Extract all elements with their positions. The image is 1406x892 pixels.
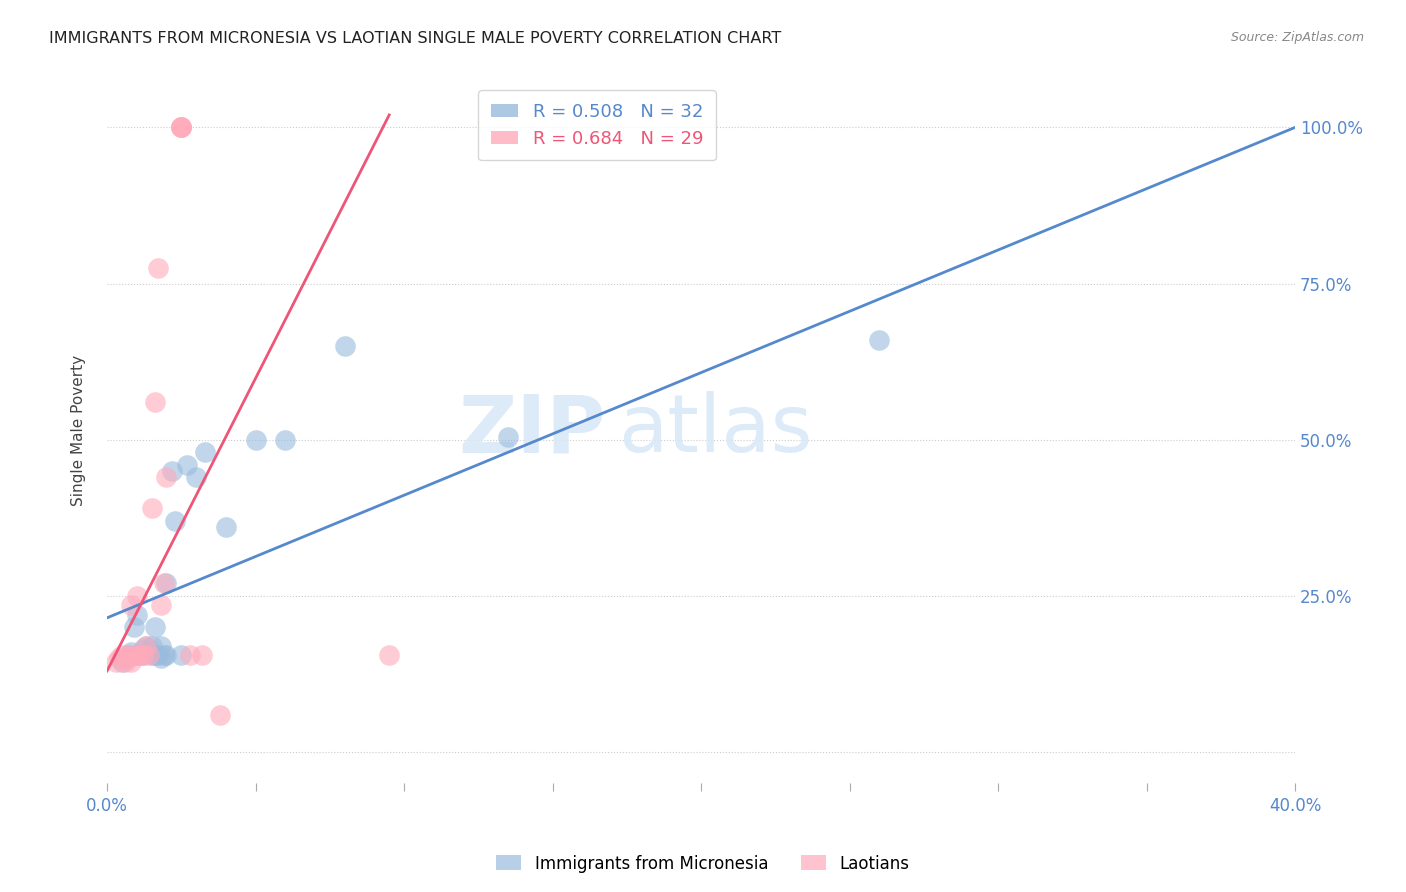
- Point: [132, 648, 155, 663]
- Point: [176, 458, 198, 472]
- Y-axis label: Single Male Poverty: Single Male Poverty: [72, 355, 86, 506]
- Point: [141, 648, 163, 663]
- Point: [170, 120, 193, 135]
- Point: [378, 648, 401, 663]
- Point: [111, 648, 134, 663]
- Point: [149, 639, 172, 653]
- Point: [143, 648, 166, 663]
- Point: [208, 707, 231, 722]
- Point: [143, 395, 166, 409]
- Point: [170, 120, 193, 135]
- Point: [179, 648, 201, 663]
- Point: [170, 120, 193, 135]
- Point: [191, 648, 214, 663]
- Point: [141, 639, 163, 653]
- Point: [162, 464, 184, 478]
- Point: [125, 648, 148, 663]
- Point: [496, 430, 519, 444]
- Point: [125, 589, 148, 603]
- Point: [333, 339, 356, 353]
- Point: [114, 655, 136, 669]
- Point: [155, 648, 177, 663]
- Point: [104, 655, 127, 669]
- Point: [138, 648, 160, 663]
- Point: [122, 620, 145, 634]
- Legend: Immigrants from Micronesia, Laotians: Immigrants from Micronesia, Laotians: [489, 848, 917, 880]
- Point: [194, 445, 217, 459]
- Point: [125, 607, 148, 622]
- Point: [215, 520, 238, 534]
- Point: [170, 120, 193, 135]
- Point: [152, 576, 174, 591]
- Point: [143, 620, 166, 634]
- Point: [135, 639, 157, 653]
- Point: [120, 655, 142, 669]
- Point: [122, 648, 145, 663]
- Point: [274, 433, 297, 447]
- Point: [146, 260, 169, 275]
- Point: [165, 514, 187, 528]
- Point: [152, 648, 174, 663]
- Point: [117, 648, 139, 663]
- Point: [117, 651, 139, 665]
- Point: [132, 642, 155, 657]
- Point: [125, 648, 148, 663]
- Point: [245, 433, 267, 447]
- Point: [111, 655, 134, 669]
- Point: [141, 501, 163, 516]
- Point: [132, 648, 155, 663]
- Point: [108, 651, 131, 665]
- Point: [170, 648, 193, 663]
- Text: Source: ZipAtlas.com: Source: ZipAtlas.com: [1230, 31, 1364, 45]
- Point: [186, 470, 208, 484]
- Point: [155, 576, 177, 591]
- Point: [146, 648, 169, 663]
- Point: [155, 470, 177, 484]
- Point: [868, 333, 890, 347]
- Text: atlas: atlas: [617, 392, 813, 469]
- Legend: R = 0.508   N = 32, R = 0.684   N = 29: R = 0.508 N = 32, R = 0.684 N = 29: [478, 90, 716, 161]
- Point: [120, 645, 142, 659]
- Point: [149, 599, 172, 613]
- Point: [117, 648, 139, 663]
- Text: IMMIGRANTS FROM MICRONESIA VS LAOTIAN SINGLE MALE POVERTY CORRELATION CHART: IMMIGRANTS FROM MICRONESIA VS LAOTIAN SI…: [49, 31, 782, 46]
- Point: [120, 599, 142, 613]
- Point: [138, 642, 160, 657]
- Point: [149, 651, 172, 665]
- Point: [128, 648, 150, 663]
- Text: ZIP: ZIP: [458, 392, 606, 469]
- Point: [135, 639, 157, 653]
